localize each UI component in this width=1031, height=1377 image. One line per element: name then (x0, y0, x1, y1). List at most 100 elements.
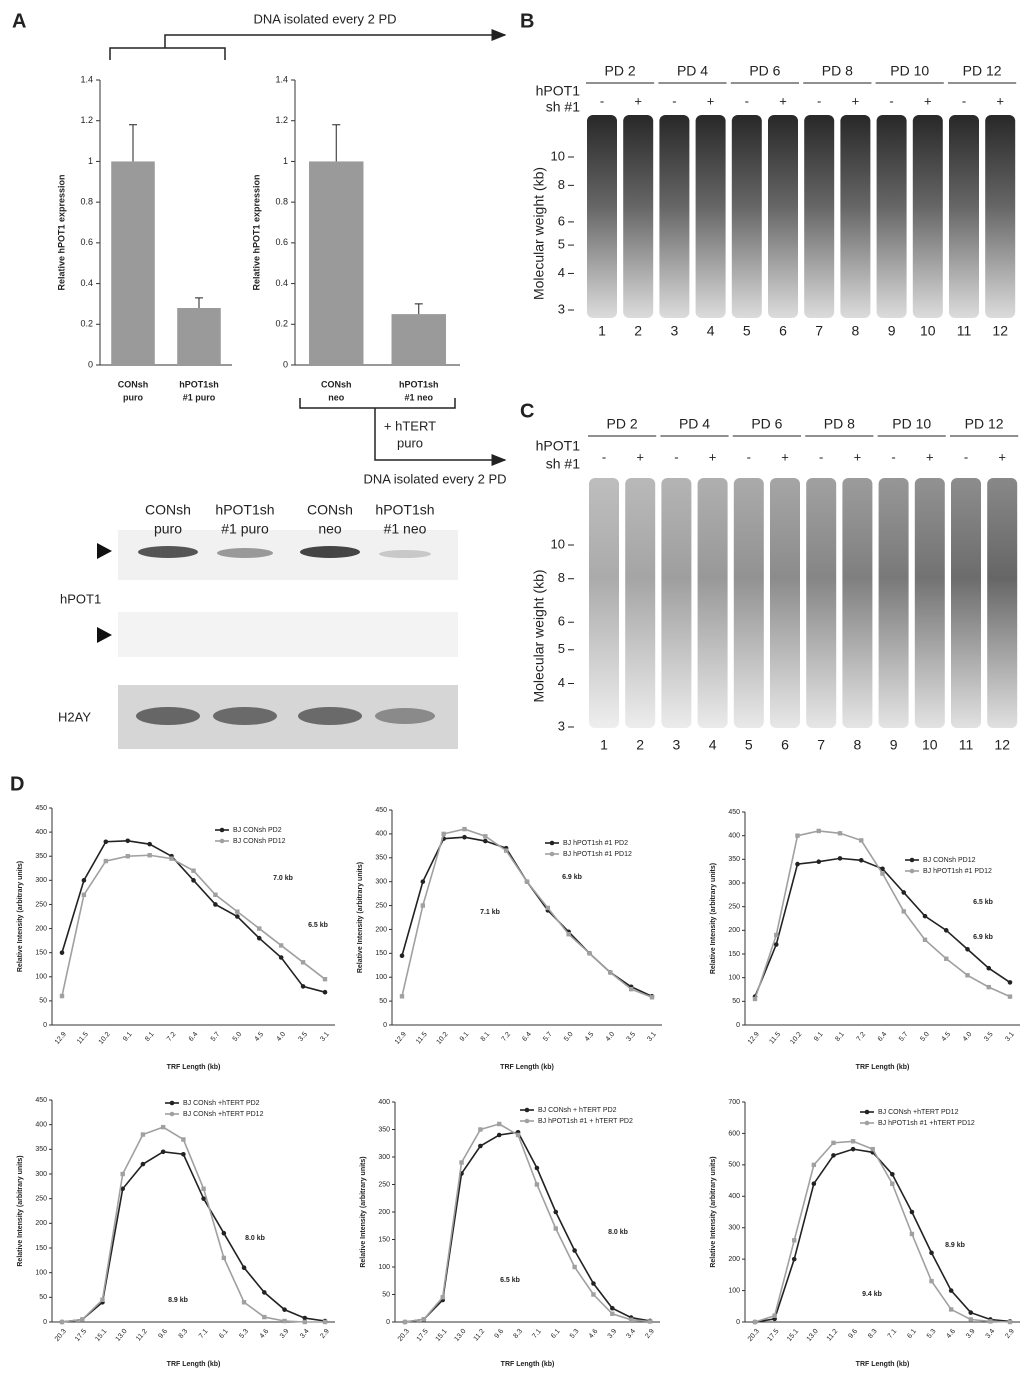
series-line (62, 841, 325, 992)
pd-label: PD 2 (607, 416, 638, 432)
y-tick-label: 300 (728, 880, 740, 887)
point (792, 1238, 796, 1242)
point (923, 938, 927, 942)
point (181, 1152, 186, 1157)
column-label: #1 puro (221, 521, 269, 537)
point (279, 943, 283, 947)
y-tick-label: 250 (728, 904, 740, 911)
x-tick-label: CONsh (118, 379, 149, 389)
x-tick-label: 4.6 (945, 1328, 957, 1340)
y-tick-label: 700 (728, 1099, 740, 1106)
panel-label: A (12, 10, 26, 32)
point (421, 879, 426, 884)
y-tick-label: 400 (378, 1099, 390, 1106)
x-tick-label: 13.0 (806, 1328, 820, 1343)
band (213, 707, 277, 725)
legend-marker (550, 852, 555, 857)
pd-label: PD 8 (822, 63, 853, 79)
sign: + (996, 93, 1004, 108)
y-tick-label: 150 (378, 1236, 390, 1243)
x-tick-label: hPOT1sh (179, 379, 219, 389)
error-bar (332, 125, 340, 162)
x-tick-label: 12.9 (54, 1031, 68, 1046)
y-tick-label: 400 (728, 833, 740, 840)
y-tick-label: 0.4 (80, 278, 93, 288)
x-tick-label: 2.9 (644, 1328, 656, 1340)
lane-number: 12 (992, 323, 1008, 339)
point (608, 970, 612, 974)
x-tick-label: 3.9 (279, 1328, 291, 1340)
lane-number: 1 (600, 737, 608, 753)
legend-label: BJ hPOT1sh #1 PD2 (563, 840, 628, 847)
point (553, 1210, 558, 1215)
gel-lane (951, 478, 981, 728)
legend-label: BJ hPOT1sh #1 PD12 (923, 868, 992, 875)
point (772, 1314, 776, 1318)
x-tick-label: 2.9 (1004, 1328, 1016, 1340)
y-tick-label: 100 (728, 975, 740, 982)
series-line (62, 1127, 325, 1322)
y-tick-label: 400 (728, 1193, 740, 1200)
error-bar (129, 125, 137, 162)
x-tick-label: #1 puro (183, 392, 216, 402)
point (870, 1147, 874, 1151)
mw-label: 10 (551, 148, 565, 163)
y-axis-title: Relative Intensity (arbitrary units) (710, 1156, 717, 1267)
lane-number: 9 (890, 737, 898, 753)
y-tick-label: 100 (35, 974, 47, 981)
x-tick-label: 4.6 (588, 1328, 600, 1340)
legend-label: BJ CONsh +hTERT PD12 (183, 1111, 264, 1118)
x-tick-label: 3.9 (607, 1328, 619, 1340)
x-tick-label: 9.1 (122, 1031, 134, 1043)
x-tick-label: 6.4 (188, 1031, 200, 1043)
point (610, 1306, 615, 1311)
annotation: 8.9 kb (168, 1297, 188, 1304)
y-axis-title: Relative hPOT1 expression (251, 174, 261, 290)
y-tick-label: 350 (375, 855, 387, 862)
point (141, 1132, 145, 1136)
x-axis-title: TRF Length (kb) (856, 1064, 910, 1071)
annotation: 6.5 kb (500, 1277, 520, 1284)
mw-label: 5 (558, 237, 565, 252)
x-tick-label: 5.7 (542, 1031, 554, 1043)
point (301, 960, 305, 964)
point (859, 838, 863, 842)
point (535, 1166, 540, 1171)
point (629, 987, 633, 991)
sign: + (707, 93, 715, 108)
y-tick-label: 50 (39, 1294, 47, 1301)
point (890, 1172, 895, 1177)
x-tick-label: 3.1 (646, 1031, 658, 1043)
sign: - (674, 449, 678, 464)
x-tick-label: 10.2 (435, 1031, 449, 1046)
band (300, 546, 360, 558)
y-tick-label: 300 (35, 877, 47, 884)
point (100, 1298, 104, 1302)
y-tick-label: 50 (732, 998, 740, 1005)
pd-label: PD 12 (965, 416, 1004, 432)
lane-number: 2 (636, 737, 644, 753)
point (459, 1160, 463, 1164)
y-tick-label: 350 (35, 853, 47, 860)
x-tick-label: 5.7 (898, 1031, 910, 1043)
point (753, 1320, 757, 1324)
mw-label: 4 (558, 265, 565, 280)
point (235, 909, 239, 913)
point (242, 1300, 246, 1304)
point (504, 848, 508, 852)
x-tick-label: 6.1 (550, 1328, 562, 1340)
x-tick-label: 9.6 (157, 1328, 169, 1340)
sign: + (781, 449, 789, 464)
x-tick-label: 10.2 (789, 1031, 803, 1046)
point (104, 839, 109, 844)
gel-lane (623, 115, 653, 318)
y-tick-label: 0 (386, 1319, 390, 1326)
point (965, 973, 969, 977)
point (147, 842, 152, 847)
point (257, 926, 261, 930)
point (303, 1320, 307, 1324)
annotation: 8.0 kb (608, 1229, 628, 1236)
lane-number: 6 (781, 737, 789, 753)
point (497, 1122, 501, 1126)
point (80, 1317, 84, 1321)
